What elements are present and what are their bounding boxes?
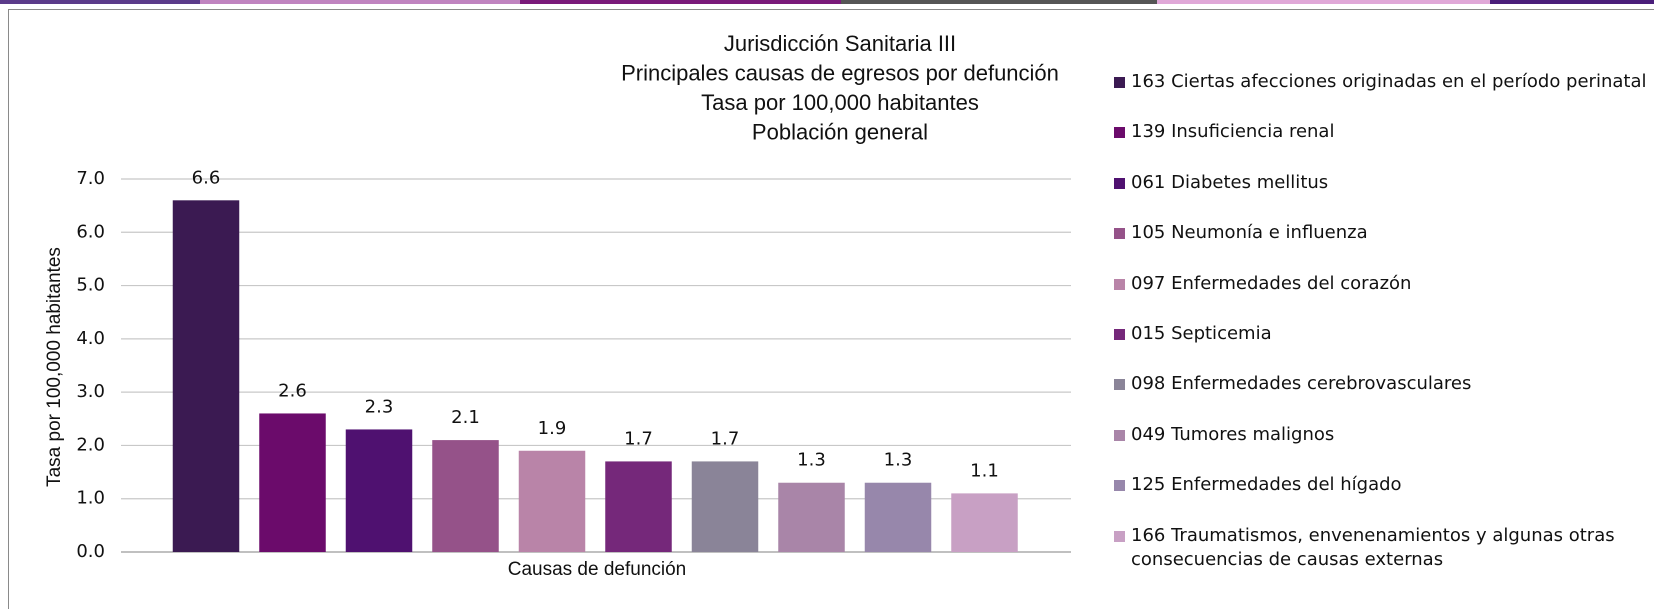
bar <box>432 440 499 552</box>
legend-item: 166 Traumatismos, envenenamientos y algu… <box>1114 524 1654 572</box>
bar <box>864 482 932 552</box>
legend-label: 015 Septicemia <box>1131 323 1272 344</box>
y-tick-label: 0.0 <box>76 541 105 562</box>
bar <box>778 482 845 552</box>
legend-item: 098 Enfermedades cerebrovasculares <box>1114 372 1654 396</box>
legend-swatch <box>1114 77 1125 88</box>
legend-item: 097 Enfermedades del corazón <box>1114 272 1654 296</box>
value-label: 2.6 <box>278 380 307 401</box>
legend-item: 049 Tumores malignos <box>1114 423 1654 447</box>
value-label: 1.3 <box>797 450 826 471</box>
y-axis-label: Tasa por 100,000 habitantes <box>44 247 65 487</box>
legend-item: 125 Enfermedades del hígado <box>1114 473 1654 497</box>
value-label: 2.1 <box>451 407 480 428</box>
legend-label: 125 Enfermedades del hígado <box>1131 474 1402 496</box>
bar <box>605 461 672 552</box>
chart-title: Principales causas de egresos por defunc… <box>621 60 1059 85</box>
value-label: 6.6 <box>192 167 221 188</box>
bar <box>518 450 586 552</box>
legend-item: 015 Septicemia <box>1114 322 1654 346</box>
y-tick-label: 3.0 <box>76 381 105 402</box>
legend-item: 163 Ciertas afecciones originadas en el … <box>1114 70 1654 94</box>
y-tick-label: 7.0 <box>76 168 105 189</box>
bar <box>951 493 1018 552</box>
legend-label: 166 Traumatismos, envenenamientos y algu… <box>1131 524 1615 570</box>
legend-swatch <box>1114 480 1125 492</box>
legend-item: 105 Neumonía e influenza <box>1114 221 1654 245</box>
legend-swatch <box>1114 329 1125 340</box>
legend-swatch <box>1114 429 1125 441</box>
x-axis-label: Causas de defunción <box>508 559 687 580</box>
legend-swatch <box>1114 127 1125 139</box>
bar <box>345 429 413 552</box>
y-tick-label: 6.0 <box>76 221 105 242</box>
y-tick-label: 1.0 <box>76 488 105 509</box>
y-tick-label: 2.0 <box>76 434 105 455</box>
legend-swatch <box>1114 278 1125 290</box>
bar <box>172 200 240 553</box>
value-label: 1.3 <box>884 450 913 471</box>
bar <box>691 461 759 552</box>
legend-item: 139 Insuficiencia renal <box>1114 120 1654 144</box>
legend-label: 049 Tumores malignos <box>1131 423 1335 445</box>
legend-item: 061 Diabetes mellitus <box>1114 171 1654 195</box>
chart-title: Jurisdicción Sanitaria III <box>724 31 956 56</box>
legend-label: 061 Diabetes mellitus <box>1131 171 1329 193</box>
chart-title: Tasa por 100,000 habitantes <box>701 90 979 115</box>
legend-swatch <box>1114 530 1125 542</box>
legend-swatch <box>1114 228 1125 240</box>
bar <box>259 413 326 552</box>
value-label: 1.7 <box>624 428 653 449</box>
y-tick-label: 4.0 <box>76 328 105 349</box>
y-tick-label: 5.0 <box>76 275 105 296</box>
top-strip <box>0 0 1654 4</box>
legend-swatch <box>1114 379 1125 391</box>
chart-title: Población general <box>752 119 928 144</box>
value-label: 1.9 <box>538 418 567 439</box>
value-label: 1.7 <box>711 428 740 449</box>
value-label: 1.1 <box>970 460 999 481</box>
legend-label: 163 Ciertas afecciones originadas en el … <box>1131 71 1647 92</box>
legend-swatch <box>1114 177 1125 189</box>
legend-label: 097 Enfermedades del corazón <box>1131 272 1412 294</box>
legend-label: 098 Enfermedades cerebrovasculares <box>1131 373 1472 395</box>
legend-label: 105 Neumonía e influenza <box>1131 222 1368 244</box>
value-label: 2.3 <box>365 396 394 417</box>
legend-label: 139 Insuficiencia renal <box>1131 121 1335 143</box>
chart-frame <box>8 9 1654 609</box>
